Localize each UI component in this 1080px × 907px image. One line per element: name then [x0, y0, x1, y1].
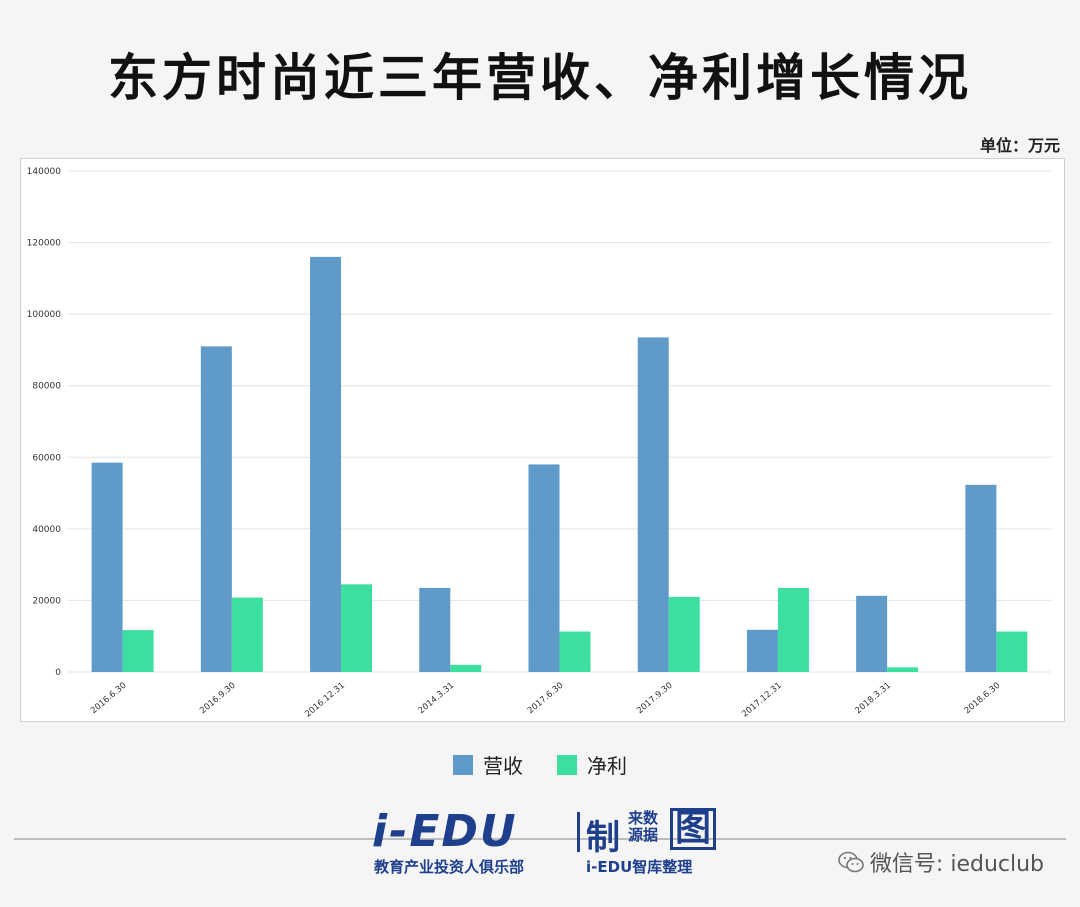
- chart-title: 东方时尚近三年营收、净利增长情况: [108, 48, 972, 107]
- bar-revenue: [637, 337, 669, 672]
- bar-revenue: [528, 464, 560, 672]
- bar-revenue: [419, 587, 451, 672]
- y-tick-label: 120000: [27, 239, 62, 249]
- y-tick-label: 80000: [32, 382, 61, 392]
- footer-divider: [14, 838, 1066, 840]
- logo-source-text: 来数 源据: [628, 810, 668, 844]
- wechat-label: 微信号: ieduclub: [869, 852, 1044, 877]
- x-tick-label: 2016.12.31: [303, 681, 347, 720]
- y-tick-label: 0: [55, 668, 61, 678]
- x-tick-label: 2017.9.30: [635, 681, 675, 716]
- bar-profit: [231, 597, 263, 672]
- bar-profit: [122, 630, 154, 672]
- iedu-logo: i-EDU 制 来数 源据 图 教育产业投资人俱乐部 i-EDU智库整理: [372, 806, 732, 876]
- x-tick-label: 2014.3.31: [417, 681, 457, 716]
- x-tick-label: 2018.6.30: [963, 681, 1003, 716]
- bar-profit: [777, 587, 809, 672]
- logo-subtitle-club: 教育产业投资人俱乐部: [374, 858, 525, 876]
- x-tick-label: 2017.6.30: [526, 681, 566, 716]
- logo-tu-text: 图: [670, 808, 717, 850]
- legend-item-revenue: 营收: [453, 750, 523, 779]
- wechat-icon: [838, 851, 864, 873]
- bar-revenue: [746, 629, 778, 672]
- bar-profit: [341, 584, 373, 672]
- wechat-id: 微信号: ieduclub: [838, 846, 1044, 878]
- legend-swatch-profit: [557, 754, 577, 775]
- logo-source-line1: 来数: [628, 809, 659, 827]
- bar-revenue: [965, 484, 997, 672]
- unit-label: 单位：万元: [979, 136, 1060, 155]
- bar-profit: [559, 631, 591, 672]
- y-tick-label: 40000: [32, 525, 61, 535]
- logo-main-text: i-EDU: [372, 806, 518, 857]
- bar-chart: 0 20000 40000 60000 80000 100000 120000 140000 2…: [27, 167, 1051, 720]
- y-tick-label: 100000: [27, 310, 62, 320]
- legend: 营收 净利: [0, 750, 1080, 779]
- bar-revenue: [310, 256, 342, 672]
- logo-source-line2: 源据: [628, 826, 659, 844]
- bar-profit: [887, 667, 919, 672]
- x-tick-label: 2016.6.30: [89, 681, 129, 716]
- bar-profit: [450, 664, 482, 672]
- x-tick-label: 2018.3.31: [854, 681, 894, 716]
- bar-revenue: [856, 595, 888, 672]
- x-tick-label: 2016.9.30: [198, 681, 238, 716]
- logo-separator: [577, 812, 580, 852]
- legend-item-profit: 净利: [557, 750, 627, 779]
- logo-subtitle-iedu: i-EDU智库整理: [586, 858, 693, 876]
- legend-swatch-revenue: [453, 754, 473, 775]
- legend-label-revenue: 营收: [483, 754, 523, 778]
- bar-profit: [996, 631, 1028, 672]
- y-tick-label: 60000: [32, 453, 61, 463]
- bar-revenue: [91, 462, 123, 672]
- bar-revenue: [200, 346, 232, 672]
- legend-label-profit: 净利: [587, 754, 627, 778]
- y-tick-label: 140000: [27, 167, 62, 177]
- logo-make-text: 制: [586, 818, 620, 858]
- bar-profit: [668, 596, 700, 672]
- x-tick-label: 2017.12.31: [740, 681, 784, 720]
- y-tick-label: 20000: [32, 596, 61, 606]
- chart-area: 0 20000 40000 60000 80000 100000 120000 140000 2…: [20, 158, 1065, 722]
